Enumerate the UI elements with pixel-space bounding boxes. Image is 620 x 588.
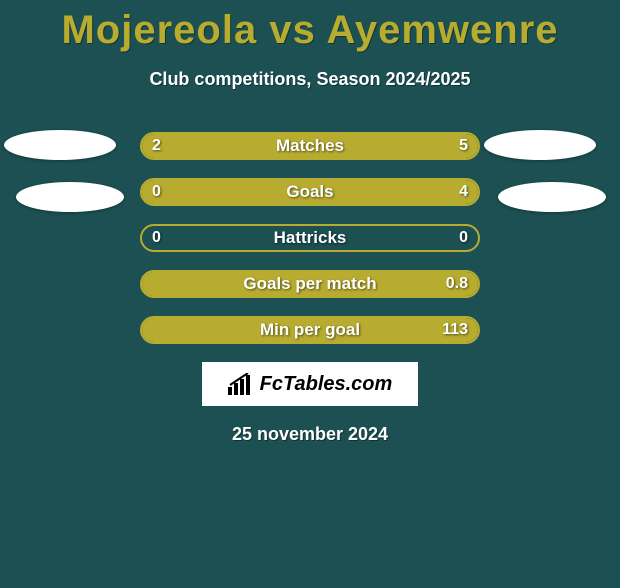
stat-bar [140, 178, 480, 206]
page-title: Mojereola vs Ayemwenre [0, 8, 620, 53]
stat-fill-right [142, 318, 478, 342]
stat-row: Goals per match0.8 [70, 270, 550, 298]
stat-row: Goals04 [70, 178, 550, 206]
stat-bar [140, 132, 480, 160]
stat-row: Min per goal113 [70, 316, 550, 344]
date: 25 november 2024 [0, 424, 620, 445]
chart-icon [228, 373, 254, 395]
stat-fill-left [142, 134, 238, 158]
stat-fill-right [238, 134, 478, 158]
stat-fill-right [142, 272, 478, 296]
stat-fill-right [142, 180, 478, 204]
stat-bar [140, 316, 480, 344]
stat-row: Matches25 [70, 132, 550, 160]
stat-row: Hattricks00 [70, 224, 550, 252]
logo-text: FcTables.com [260, 373, 393, 396]
subtitle: Club competitions, Season 2024/2025 [0, 69, 620, 90]
stat-bar [140, 270, 480, 298]
stat-bar [140, 224, 480, 252]
logo-box: FcTables.com [202, 362, 418, 406]
stats-container: Matches25 Goals04 Hattricks00 Goals per mat… [70, 132, 550, 344]
